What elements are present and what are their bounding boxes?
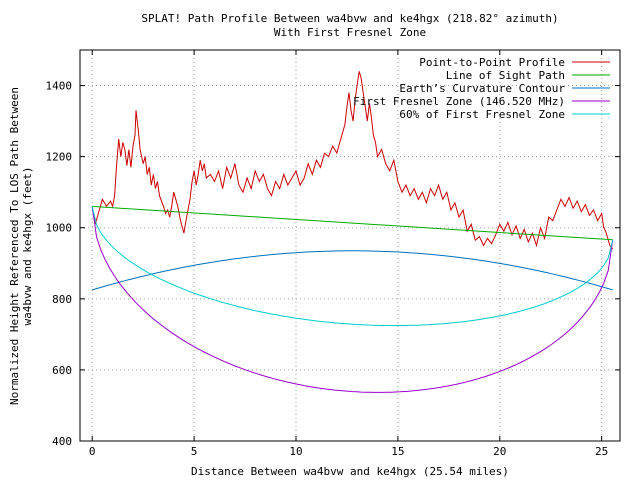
series-layer xyxy=(91,71,614,393)
x-tick-label: 20 xyxy=(493,445,506,458)
x-tick-label: 5 xyxy=(191,445,198,458)
x-axis-label: Distance Between wa4bvw and ke4hgx (25.5… xyxy=(191,465,509,478)
legend-entry-label: First Fresnel Zone (146.520 MHz) xyxy=(353,95,565,108)
series-line-3 xyxy=(92,250,613,291)
ticks: 0 5 10 15 20 25 400 600 800 1000 1200 1400 xyxy=(46,50,620,458)
x-tick-label: 15 xyxy=(391,445,404,458)
series-line-5 xyxy=(91,206,614,327)
y-tick-label: 600 xyxy=(52,364,72,377)
legend-entry-label: Earth’s Curvature Contour xyxy=(399,82,565,95)
chart-title: SPLAT! Path Profile Between wa4bvw and k… xyxy=(141,12,558,25)
y-tick-label: 800 xyxy=(52,293,72,306)
series-line-4 xyxy=(91,206,614,393)
y-tick-label: 1400 xyxy=(46,80,73,93)
x-tick-label: 0 xyxy=(89,445,96,458)
y-axis-label-line2: wa4bvw and ke4hgx (feet) xyxy=(21,167,34,326)
y-tick-label: 400 xyxy=(52,435,72,448)
y-tick-label: 1000 xyxy=(46,222,73,235)
legend-entry-label: Point-to-Point Profile xyxy=(419,56,565,69)
x-tick-label: 25 xyxy=(595,445,608,458)
series-line-1 xyxy=(91,71,614,250)
chart-subtitle: With First Fresnel Zone xyxy=(274,26,426,39)
legend-entry-label: 60% of First Fresnel Zone xyxy=(399,108,565,121)
x-tick-label: 10 xyxy=(289,445,302,458)
series-line-2 xyxy=(92,205,613,241)
plot-border xyxy=(79,49,621,442)
y-axis-label-line1: Normalized Height Referenced To LOS Path… xyxy=(8,87,21,405)
y-tick-label: 1200 xyxy=(46,151,73,164)
legend-entry-label: Line of Sight Path xyxy=(446,69,565,82)
